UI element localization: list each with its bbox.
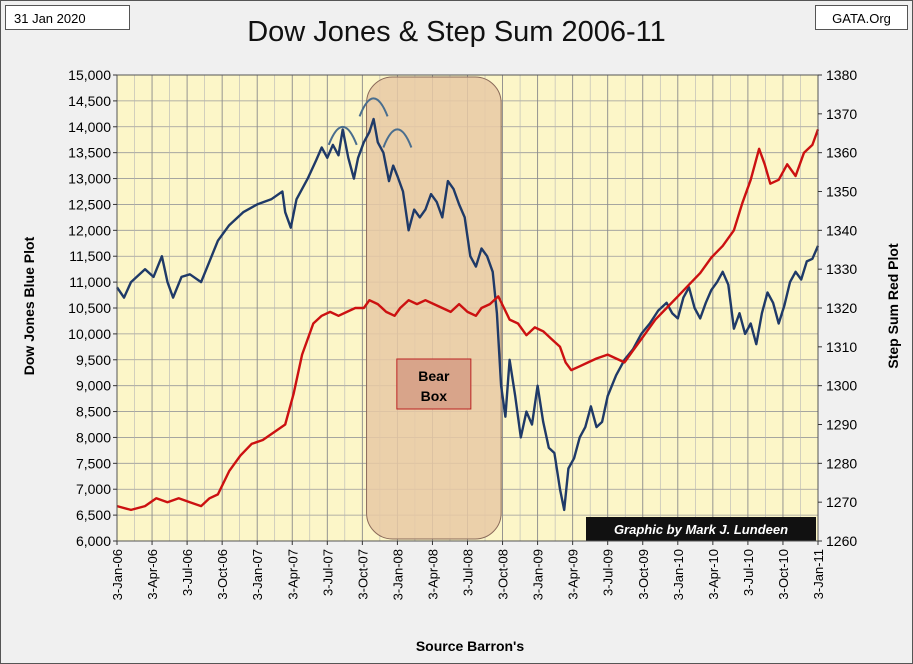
- credit-text: Graphic by Mark J. Lundeen: [614, 522, 788, 537]
- x-tick-label: 3-Jan-07: [250, 549, 265, 600]
- left-tick-label: 10,500: [68, 300, 111, 316]
- x-tick-label: 3-Apr-09: [566, 549, 581, 600]
- x-tick-label: 3-Apr-10: [706, 549, 721, 600]
- x-tick-label: 3-Oct-07: [355, 549, 370, 600]
- left-tick-label: 14,500: [68, 93, 111, 109]
- right-tick-label: 1310: [826, 339, 857, 355]
- left-tick-label: 9,500: [76, 352, 111, 368]
- right-tick-label: 1320: [826, 300, 857, 316]
- x-tick-label: 3-Jul-10: [741, 549, 756, 596]
- x-tick-label: 3-Jan-10: [671, 549, 686, 600]
- right-tick-label: 1360: [826, 145, 857, 161]
- x-tick-label: 3-Jul-08: [461, 549, 476, 596]
- right-tick-label: 1340: [826, 222, 857, 238]
- right-tick-label: 1370: [826, 106, 857, 122]
- left-tick-label: 6,500: [76, 507, 111, 523]
- x-tick-label: 3-Apr-08: [425, 549, 440, 600]
- left-tick-label: 7,500: [76, 455, 111, 471]
- x-tick-label: 3-Jul-07: [320, 549, 335, 596]
- left-tick-label: 6,000: [76, 533, 111, 549]
- x-tick-label: 3-Jan-11: [811, 549, 826, 599]
- left-tick-label: 10,000: [68, 326, 111, 342]
- right-tick-label: 1330: [826, 261, 857, 277]
- date-label: 31 Jan 2020: [5, 5, 130, 30]
- left-tick-label: 12,000: [68, 222, 111, 238]
- chart-title: Dow Jones & Step Sum 2006-11: [247, 16, 666, 48]
- x-tick-label: 3-Oct-10: [776, 549, 791, 600]
- x-tick-label: 3-Apr-06: [145, 549, 160, 600]
- left-tick-label: 11,000: [69, 274, 111, 290]
- left-tick-label: 9,000: [76, 378, 111, 394]
- site-label: GATA.Org: [815, 5, 908, 30]
- right-tick-label: 1380: [826, 67, 857, 83]
- y-axis-label-left: Dow Jones Blue Plot: [21, 236, 37, 375]
- right-tick-label: 1280: [826, 455, 857, 471]
- credit-box: [586, 517, 816, 541]
- x-tick-label: 3-Oct-06: [215, 549, 230, 600]
- x-tick-label: 3-Jan-06: [110, 549, 125, 600]
- left-tick-label: 7,000: [76, 481, 111, 497]
- x-tick-label: 3-Jul-06: [180, 549, 195, 596]
- left-tick-label: 13,000: [68, 171, 111, 187]
- left-tick-label: 12,500: [68, 196, 111, 212]
- peak-arch: [382, 128, 413, 148]
- x-tick-label: 3-Oct-09: [636, 549, 651, 600]
- right-tick-label: 1290: [826, 417, 857, 433]
- bear-box-region: [366, 76, 502, 540]
- left-tick-label: 13,500: [68, 145, 111, 161]
- x-tick-label: 3-Apr-07: [285, 549, 300, 600]
- peak-arch: [358, 97, 389, 117]
- x-tick-label: 3-Oct-08: [496, 549, 511, 600]
- bear-box-label-line1: Bear: [418, 368, 450, 384]
- peak-arch: [327, 125, 358, 146]
- step-sum-line: [116, 128, 820, 512]
- right-tick-label: 1350: [826, 184, 857, 200]
- left-tick-label: 11,500: [69, 248, 111, 264]
- left-tick-label: 8,000: [76, 429, 111, 445]
- left-tick-label: 8,500: [76, 404, 111, 420]
- left-tick-label: 15,000: [68, 67, 111, 83]
- bear-box-label-line2: Box: [421, 388, 448, 404]
- y-axis-label-right: Step Sum Red Plot: [885, 243, 901, 369]
- x-axis-label: Source Barron's: [416, 638, 525, 654]
- bear-box-label-box: [396, 358, 472, 410]
- x-tick-label: 3-Jan-09: [531, 549, 546, 600]
- right-tick-label: 1270: [826, 494, 857, 510]
- x-tick-label: 3-Jul-09: [601, 549, 616, 596]
- dow-jones-line: [116, 117, 820, 512]
- right-tick-label: 1260: [826, 533, 857, 549]
- left-tick-label: 14,000: [68, 119, 111, 135]
- x-tick-label: 3-Jan-08: [390, 549, 405, 600]
- right-tick-label: 1300: [826, 378, 857, 394]
